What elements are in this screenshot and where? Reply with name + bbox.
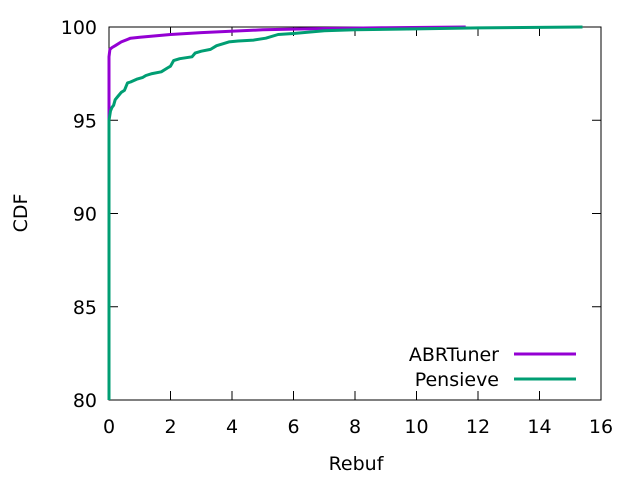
x-tick-label: 10	[404, 416, 428, 438]
x-tick-label: 0	[103, 416, 115, 438]
x-tick-label: 4	[226, 416, 238, 438]
axis-tick-labels: 0 2 4 6 8 10 12 14 16 80 85 90 95 100	[61, 17, 613, 438]
legend-label-pensieve: Pensieve	[415, 369, 499, 391]
x-tick-label: 14	[527, 416, 551, 438]
y-tick-label: 95	[73, 110, 97, 132]
x-tick-label: 8	[349, 416, 361, 438]
y-tick-label: 100	[61, 17, 97, 39]
legend-label-abrtuner: ABRTuner	[409, 344, 499, 366]
legend: ABRTuner Pensieve	[409, 344, 576, 391]
x-tick-label: 6	[287, 416, 299, 438]
y-tick-label: 80	[73, 390, 97, 412]
y-axis-label: CDF	[10, 194, 32, 233]
y-tick-label: 85	[73, 297, 97, 319]
x-tick-label: 12	[466, 416, 490, 438]
x-axis-label: Rebuf	[329, 453, 385, 475]
series-line-pensieve	[107, 25, 583, 400]
axis-ticks	[108, 26, 602, 401]
x-tick-label: 2	[164, 416, 176, 438]
x-tick-label: 16	[589, 416, 613, 438]
plot-area-frame	[108, 26, 602, 401]
series-line-abrtuner	[107, 25, 466, 400]
series-lines	[107, 25, 583, 400]
y-tick-label: 90	[73, 204, 97, 226]
